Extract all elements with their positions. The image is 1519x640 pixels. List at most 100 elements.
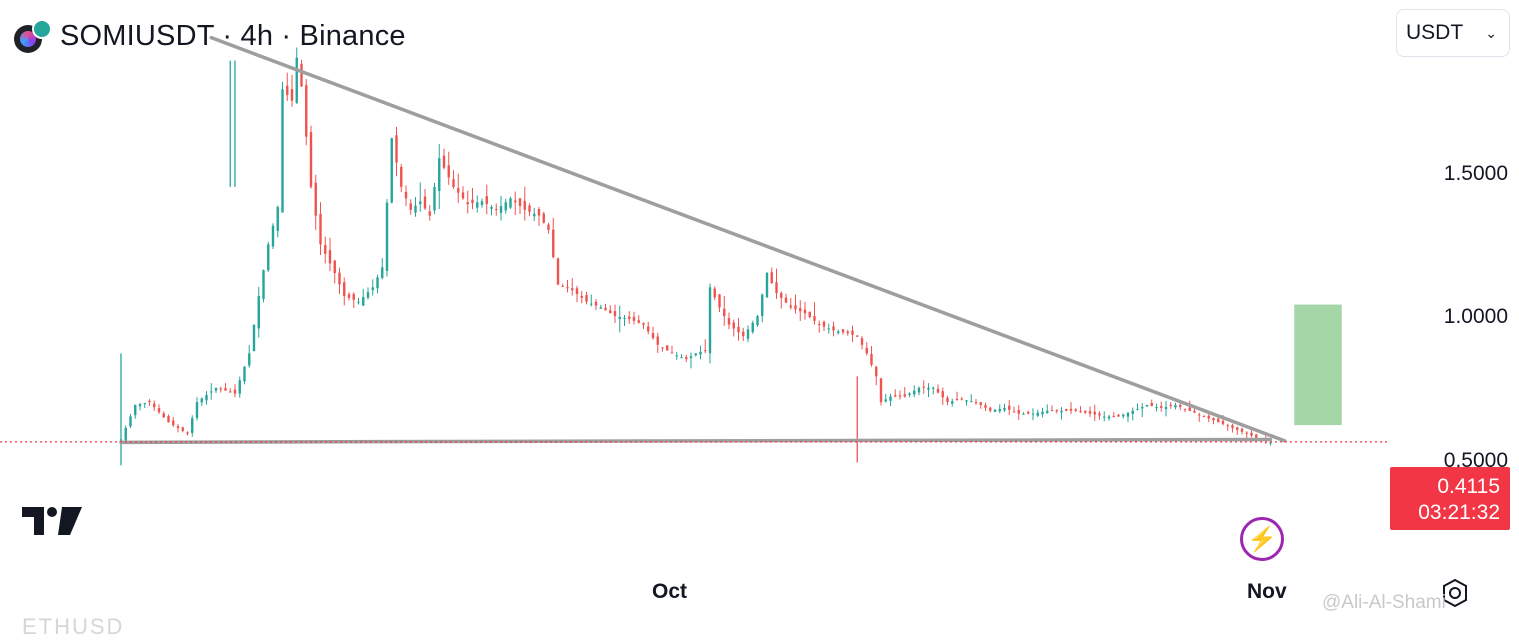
candle-body (1107, 416, 1111, 419)
candle-body (936, 388, 940, 393)
candle-body (1088, 411, 1092, 414)
candle-body (295, 57, 298, 103)
candle-body (153, 403, 156, 408)
candle-body (775, 282, 778, 294)
candle-body (628, 316, 631, 319)
candle-body (262, 270, 265, 300)
candle-body (756, 316, 759, 326)
currency-select[interactable]: USDT ⌄ (1396, 9, 1510, 57)
candle-body (1050, 410, 1054, 412)
candle-body (1193, 410, 1196, 413)
candle-body (409, 203, 412, 210)
candle-body (533, 213, 536, 217)
candle-body (381, 267, 384, 279)
candle-body (362, 296, 365, 306)
candle-body (471, 199, 474, 204)
candle-body (205, 394, 208, 401)
candle-body (1217, 418, 1220, 423)
candle-body (556, 258, 560, 285)
candle-body (1164, 406, 1168, 409)
candle-body (509, 198, 512, 208)
exchange-badge-icon (32, 19, 52, 39)
candle-body (932, 387, 935, 389)
candle-body (879, 378, 883, 403)
candle-body (1226, 425, 1229, 427)
candle-body (604, 307, 607, 311)
candle-body (993, 409, 997, 412)
candle-body (281, 89, 284, 213)
candle-body (746, 329, 750, 339)
candle-body (1221, 420, 1225, 425)
candle-body (1041, 411, 1044, 415)
candle-body (1169, 404, 1172, 406)
symbol-logo-icon (14, 19, 52, 53)
candle-body (1240, 428, 1244, 432)
candle-body (385, 202, 389, 271)
candle-body (870, 353, 873, 365)
candle-body (376, 277, 379, 289)
candle-body (561, 285, 564, 287)
candle-body (267, 244, 270, 271)
candle-body (1207, 415, 1210, 419)
candle-body (1098, 413, 1101, 416)
candle-body (476, 202, 479, 208)
candle-body (708, 287, 712, 354)
candle-body (1055, 410, 1058, 412)
candle-body (599, 307, 602, 309)
candle-body (1117, 414, 1120, 417)
candle-body (1250, 432, 1253, 436)
candle-body (946, 397, 949, 403)
candle-body (257, 295, 260, 329)
candle-body (808, 311, 811, 318)
candle-body (423, 196, 427, 209)
candle-body (742, 331, 745, 337)
candle-body (637, 320, 640, 323)
candle-body (661, 347, 664, 349)
candle-body (1103, 416, 1106, 418)
candle-body (248, 353, 251, 366)
candle-body (134, 405, 137, 416)
last-price: 0.4115 (1437, 475, 1500, 498)
candle-body (210, 391, 213, 393)
candle-body (328, 250, 332, 264)
candle-body (732, 322, 735, 329)
candle-body (1008, 405, 1011, 410)
gear-icon[interactable] (1440, 578, 1470, 608)
candle-body (172, 420, 175, 426)
tradingview-logo-icon[interactable] (22, 505, 82, 537)
candle-body (1012, 411, 1016, 413)
candle-body (822, 321, 826, 327)
candle-body (680, 357, 683, 359)
candle-body (1022, 413, 1025, 415)
candle-body (1093, 411, 1096, 415)
candle-body (305, 85, 308, 137)
candle-body (233, 389, 237, 394)
candle-body (371, 287, 374, 291)
candle-body (1031, 413, 1035, 415)
candle-body (632, 316, 636, 321)
candle-body (913, 390, 916, 395)
x-tick-label: Oct (652, 580, 688, 603)
lightning-icon[interactable]: ⚡ (1240, 517, 1284, 561)
candle-body (338, 272, 341, 285)
candle-body (1150, 403, 1153, 406)
candle-body (433, 186, 436, 211)
candle-body (238, 380, 241, 394)
candle-body (566, 287, 569, 289)
candle-body (751, 322, 754, 332)
candle-body (970, 401, 973, 403)
candle-body (1136, 408, 1139, 410)
candle-body (309, 132, 313, 187)
candle-body (979, 402, 982, 406)
candle-body (609, 310, 612, 314)
candle-body (528, 205, 531, 212)
y-tick-label: 1.0000 (1443, 305, 1508, 328)
candle-body (167, 416, 170, 423)
y-tick-label: 0.5000 (1443, 449, 1508, 472)
candle-body (865, 347, 868, 354)
candle-body (656, 336, 659, 345)
candle-body (438, 158, 441, 192)
bar-countdown: 03:21:32 (1418, 501, 1500, 524)
candle-body (1202, 416, 1206, 418)
